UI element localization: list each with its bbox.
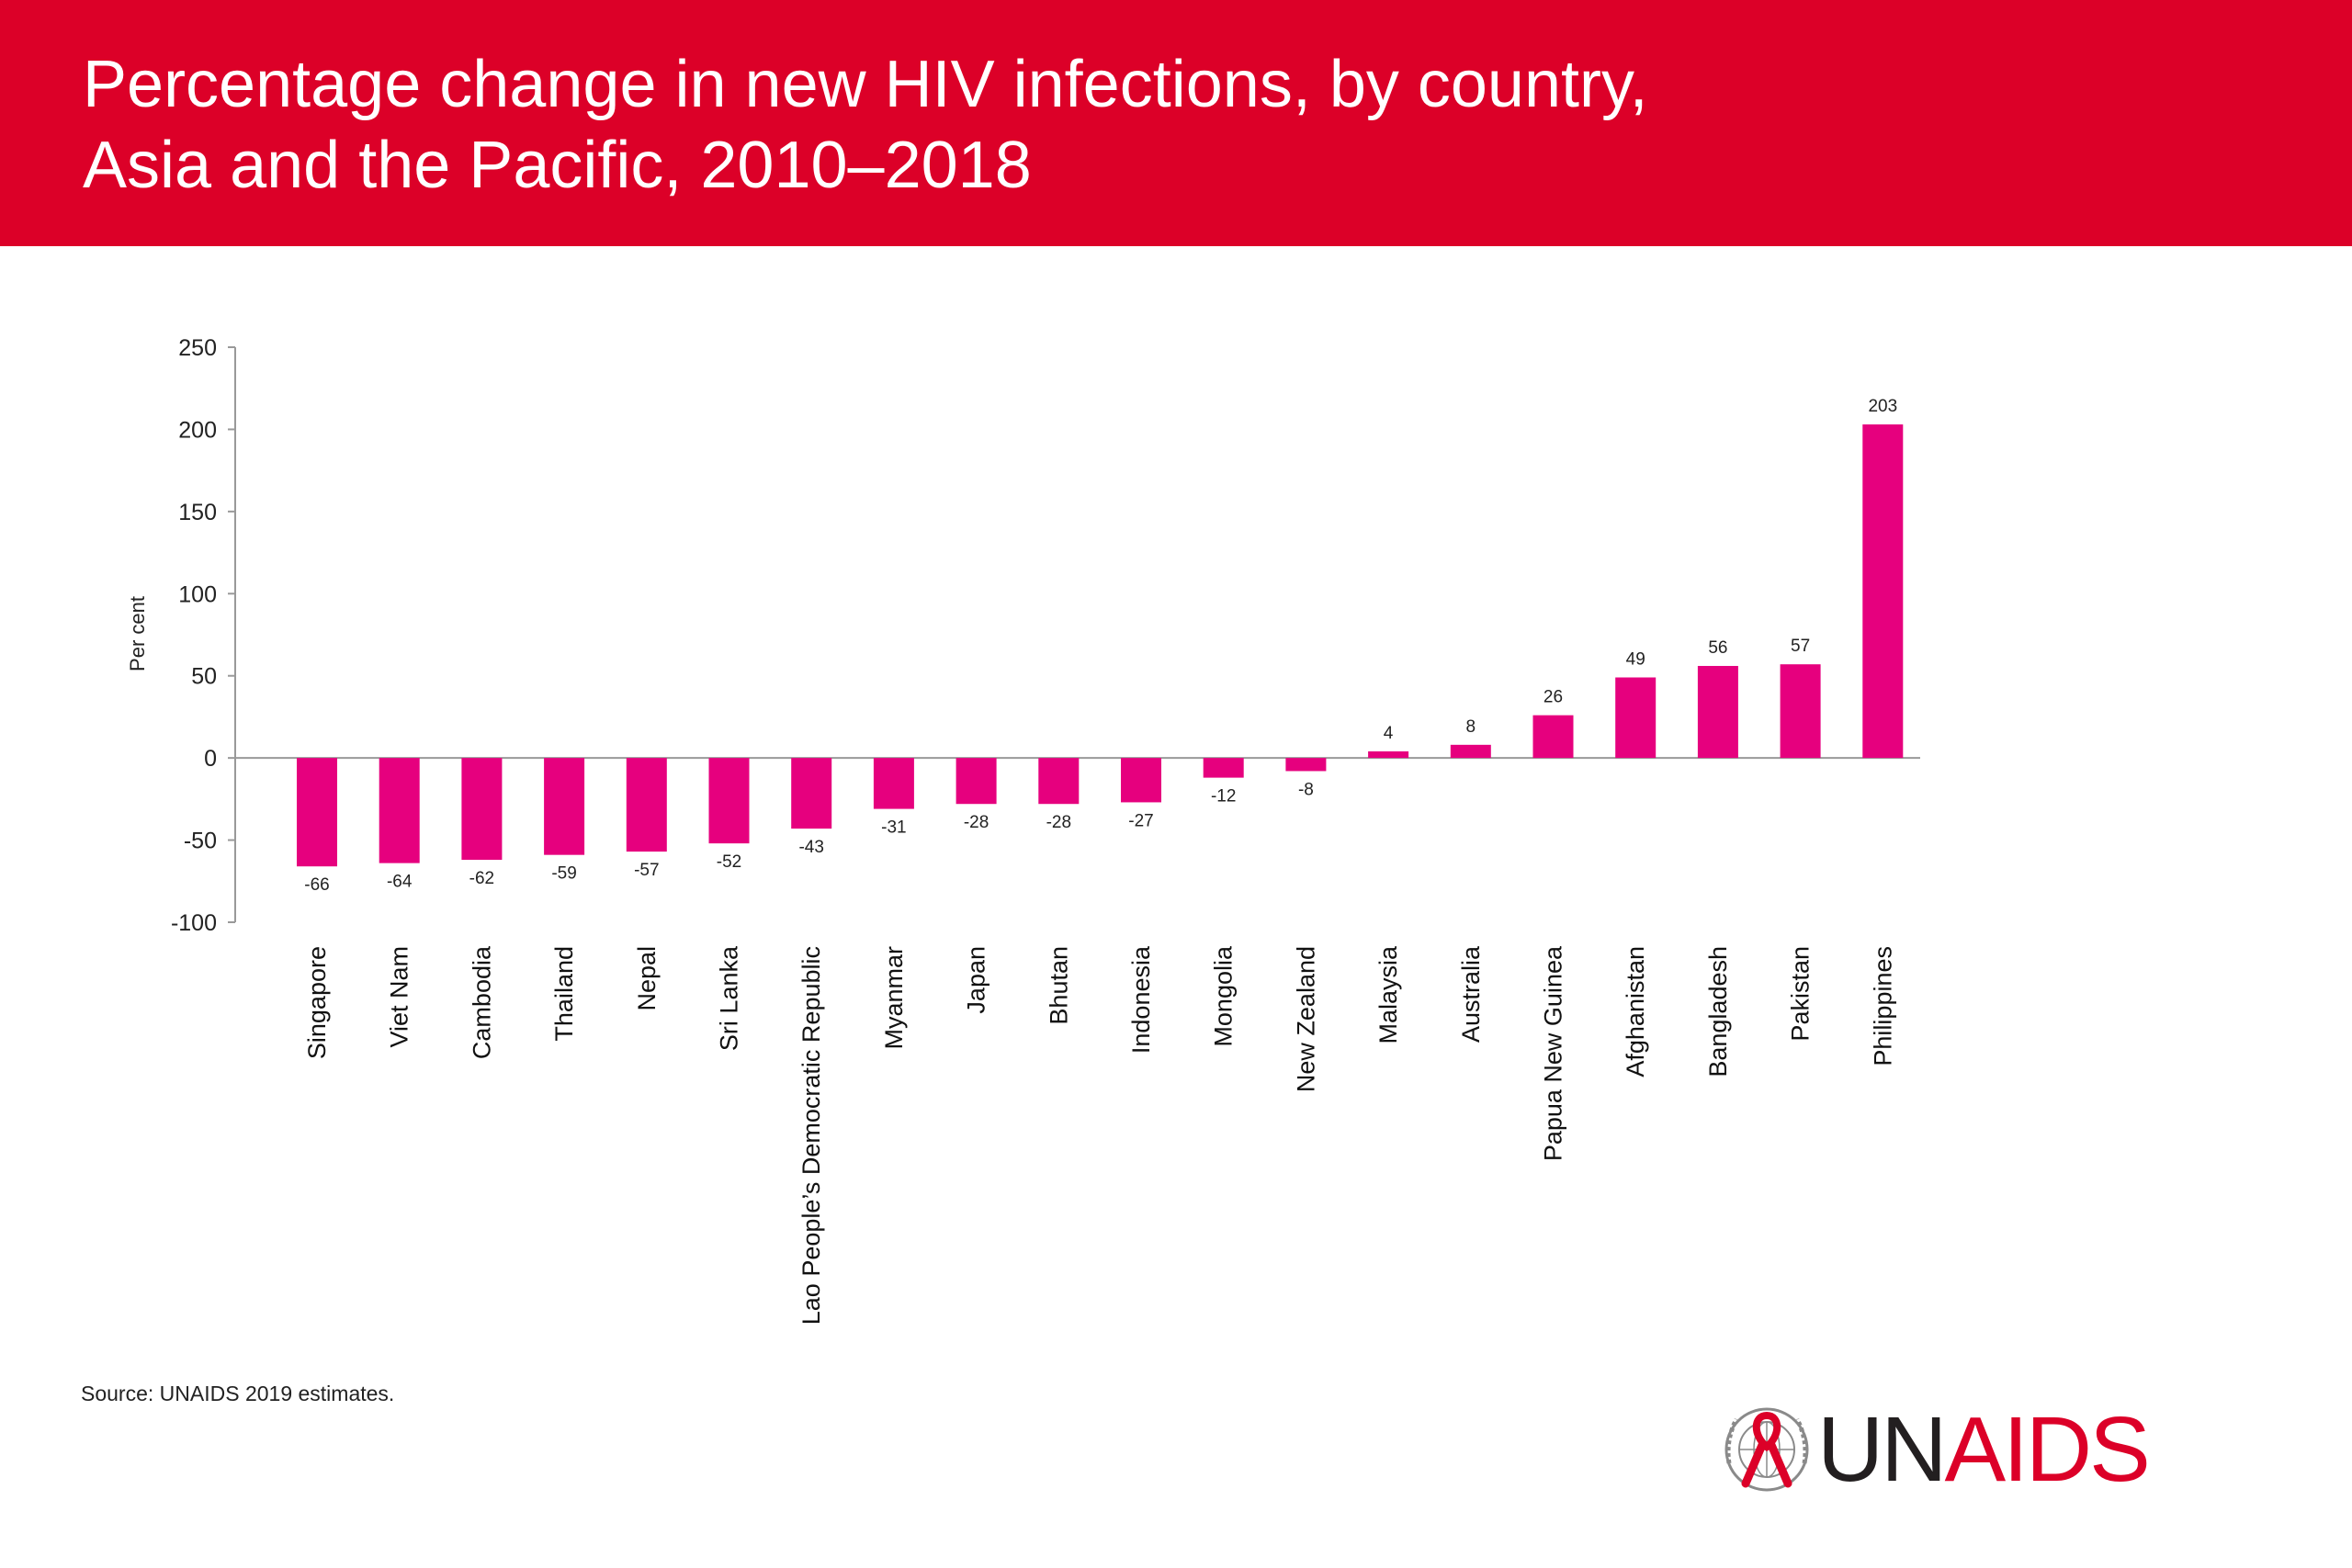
x-category-label: Indonesia [1127, 945, 1155, 1054]
x-category-label: Lao People’s Democratic Republic [797, 946, 825, 1325]
bar-value-label: -28 [964, 813, 989, 832]
y-tick-label: 200 [178, 417, 217, 443]
source-note: Source: UNAIDS 2019 estimates. [81, 1382, 395, 1405]
x-category-label: Thailand [550, 946, 578, 1042]
x-category-label: Sri Lanka [716, 945, 743, 1051]
bar [956, 758, 997, 805]
y-tick-label: 100 [178, 581, 217, 607]
title-line-2: Asia and the Pacific, 2010–2018 [83, 129, 1032, 202]
bar-value-label: -27 [1128, 811, 1153, 830]
x-category-label: Viet Nam [386, 946, 413, 1048]
unaids-wordmark: UNAIDS [1817, 1398, 2151, 1501]
bar [791, 758, 832, 829]
x-category-label: Japan [963, 946, 990, 1014]
bar-value-label: -43 [798, 838, 823, 857]
title-line-1: Percentage change in new HIV infections,… [83, 48, 1648, 121]
un-emblem-icon [1724, 1407, 1809, 1492]
bar-value-label: -64 [387, 873, 413, 892]
y-tick-label: 250 [178, 335, 217, 361]
y-tick-label: -100 [171, 910, 217, 936]
bar [1862, 424, 1904, 759]
bar [1038, 758, 1080, 805]
bar-value-label: -62 [469, 869, 494, 888]
bar-value-label: 4 [1384, 724, 1394, 743]
bar [1368, 750, 1409, 759]
y-axis-title: Per cent [126, 596, 149, 671]
y-tick-label: 50 [191, 664, 217, 690]
bar [379, 758, 420, 863]
bar-value-label: -57 [634, 861, 659, 880]
bar [1450, 744, 1491, 759]
x-category-label: Cambodia [468, 945, 495, 1059]
bar-value-label: -66 [304, 875, 329, 895]
bar [544, 758, 585, 855]
bar [1203, 758, 1244, 778]
x-category-label: Nepal [633, 946, 661, 1011]
x-category-label: Mongolia [1210, 945, 1238, 1047]
bar-value-label: 26 [1544, 688, 1563, 707]
bar-value-label: -59 [551, 864, 576, 884]
bar [1615, 677, 1657, 759]
y-tick-label: 0 [204, 746, 217, 772]
bar [297, 758, 337, 867]
bar-value-label: 203 [1868, 397, 1897, 416]
x-category-label: Pakistan [1787, 946, 1815, 1042]
bar [1780, 664, 1821, 759]
x-category-label: Bangladesh [1704, 946, 1732, 1077]
bar [873, 758, 914, 809]
bar-value-label: 57 [1791, 637, 1810, 656]
page-title: Percentage change in new HIV infections,… [83, 44, 2196, 206]
x-category-label: Myanmar [880, 946, 908, 1050]
bar-value-label: -31 [881, 818, 906, 838]
bar [708, 758, 750, 844]
bar [626, 758, 667, 852]
x-category-label: Afghanistan [1622, 946, 1649, 1077]
x-category-label: Philippines [1869, 946, 1896, 1066]
x-category-label: Papua New Guinea [1540, 945, 1567, 1161]
y-tick-label: -50 [184, 829, 217, 854]
bar-value-label: 49 [1626, 650, 1645, 670]
bar-value-label: -52 [717, 852, 741, 872]
x-category-label: Australia [1457, 945, 1485, 1043]
y-tick-label: 150 [178, 500, 217, 525]
x-category-label: Malaysia [1374, 945, 1402, 1044]
unaids-logo: UNAIDS [1716, 1398, 2151, 1501]
bar [1285, 758, 1327, 772]
bar-value-label: -28 [1046, 813, 1071, 832]
bar [1121, 758, 1161, 803]
bar [1532, 715, 1574, 759]
bar [1697, 665, 1738, 759]
bar-value-label: 8 [1466, 717, 1476, 737]
bar-value-label: -12 [1211, 787, 1236, 807]
bar-value-label: -8 [1298, 780, 1314, 799]
x-category-label: New Zealand [1292, 946, 1319, 1092]
bar [461, 758, 503, 861]
title-banner [0, 0, 2352, 246]
bar-value-label: 56 [1708, 638, 1727, 658]
x-category-label: Bhutan [1045, 946, 1072, 1025]
x-category-label: Singapore [303, 946, 331, 1059]
